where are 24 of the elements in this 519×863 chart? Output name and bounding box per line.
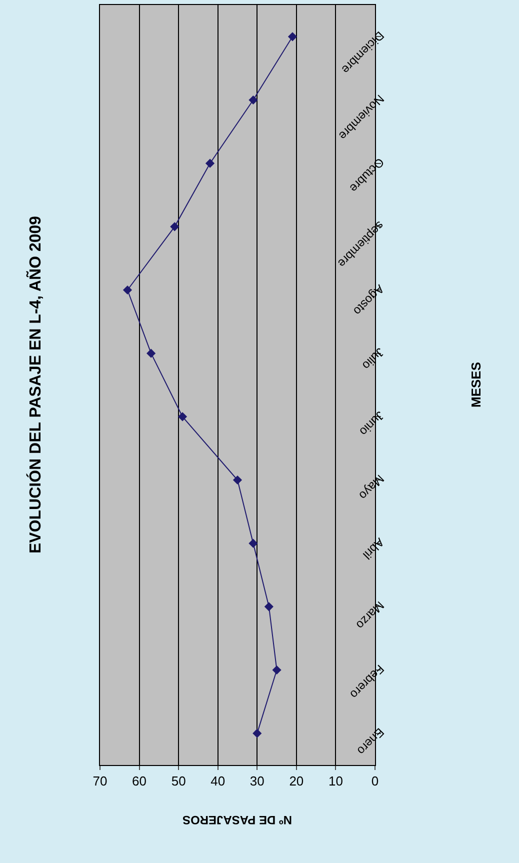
point [170,222,180,232]
x-tick-label: 70 [92,774,108,789]
x-tick-label: 40 [210,774,226,789]
point [264,602,274,612]
x-tick-label: 0 [371,774,379,789]
x-tick-label: 10 [328,774,343,789]
y-tick-label: Julio [359,345,387,373]
point [248,95,258,105]
point [178,412,188,422]
point [205,158,215,168]
text: EVOLUCIÓN DEL PASAJE EN L-4, AÑO 2009 [26,216,44,554]
text: MESES [468,362,484,408]
x-tick-label: 20 [289,774,304,789]
x-tick-label: 60 [132,774,147,789]
x-axis-title: Nº DE PASAJEROS [182,813,292,828]
x-tick-label: 30 [250,774,264,789]
point [252,728,262,738]
point [146,348,156,358]
point [288,32,298,42]
point [248,538,258,548]
point [272,665,282,675]
x-tick-label: 50 [171,774,186,789]
point [232,475,242,485]
point [122,285,132,295]
